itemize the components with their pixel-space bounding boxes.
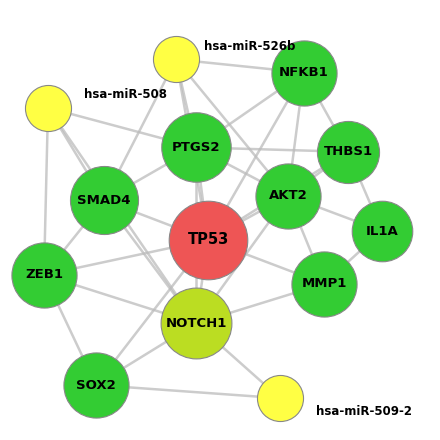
- Text: AKT2: AKT2: [269, 189, 308, 202]
- Text: hsa-miR-508: hsa-miR-508: [84, 88, 167, 101]
- Text: TP53: TP53: [187, 232, 229, 247]
- Point: [44, 104, 51, 111]
- Text: PTGS2: PTGS2: [172, 141, 220, 154]
- Point: [345, 148, 352, 155]
- Point: [378, 227, 385, 235]
- Text: NFKB1: NFKB1: [279, 66, 329, 79]
- Point: [276, 395, 283, 402]
- Point: [205, 236, 212, 243]
- Point: [320, 280, 327, 287]
- Text: SOX2: SOX2: [76, 378, 116, 392]
- Point: [100, 197, 107, 204]
- Point: [192, 320, 199, 327]
- Point: [301, 69, 308, 76]
- Point: [172, 56, 180, 63]
- Text: NOTCH1: NOTCH1: [165, 317, 227, 330]
- Text: SMAD4: SMAD4: [77, 194, 131, 207]
- Point: [40, 271, 48, 279]
- Text: ZEB1: ZEB1: [25, 268, 63, 282]
- Text: MMP1: MMP1: [301, 277, 347, 290]
- Text: THBS1: THBS1: [323, 145, 373, 158]
- Text: hsa-miR-526b: hsa-miR-526b: [204, 40, 295, 53]
- Text: IL1A: IL1A: [366, 224, 398, 238]
- Text: hsa-miR-509-2: hsa-miR-509-2: [316, 405, 412, 418]
- Point: [192, 144, 199, 151]
- Point: [92, 381, 99, 389]
- Point: [285, 192, 292, 199]
